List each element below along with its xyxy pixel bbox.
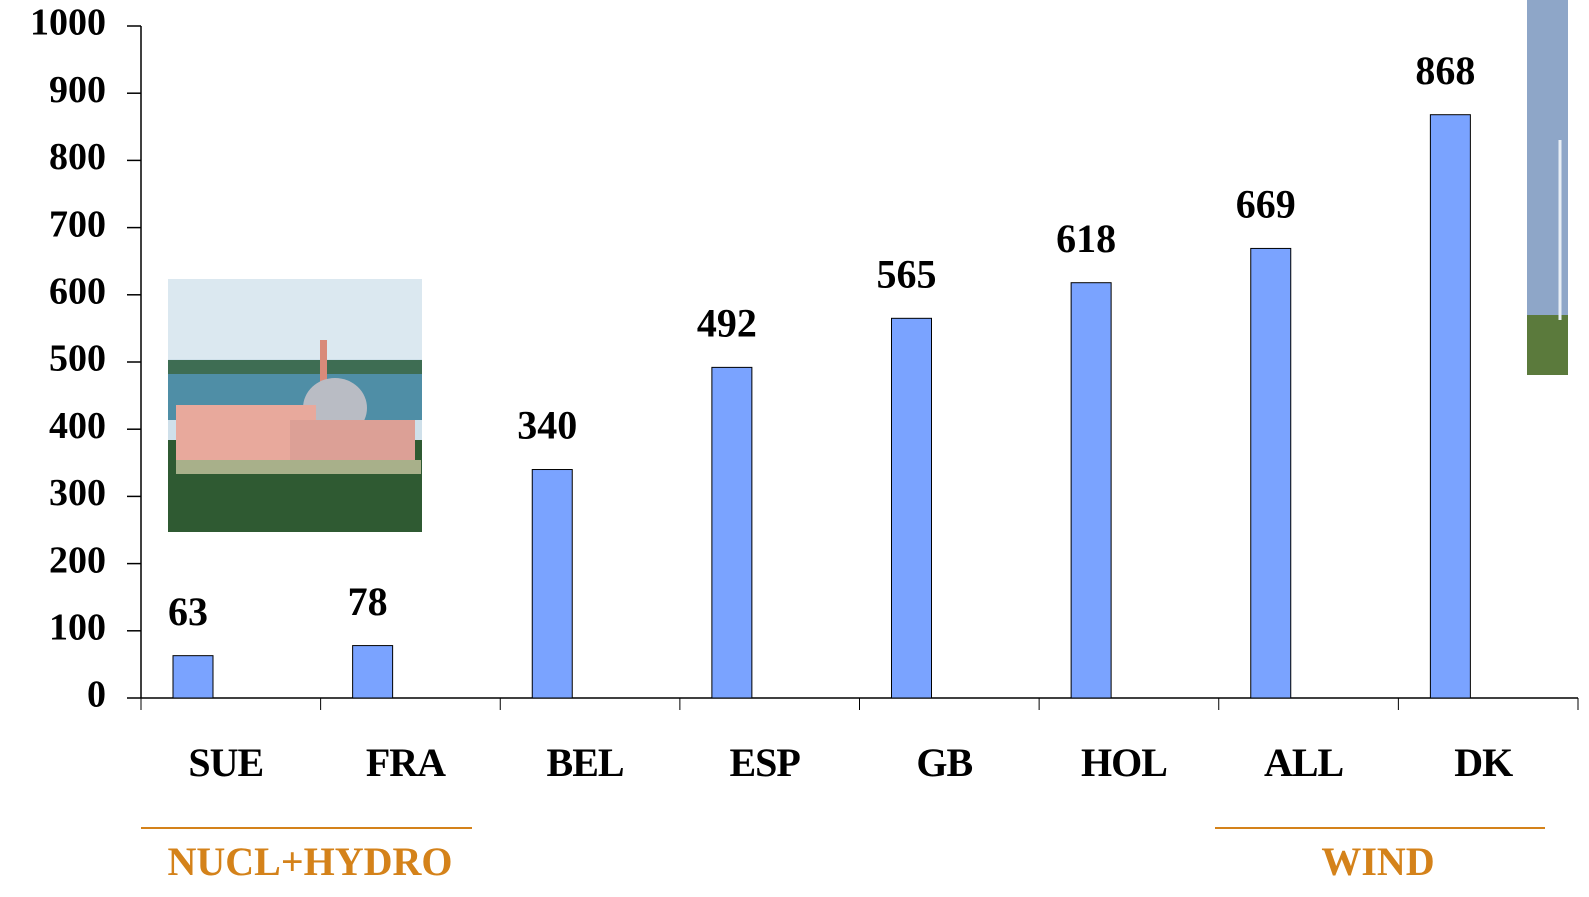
y-tick-label: 1000	[30, 2, 106, 44]
y-tick-label: 800	[49, 136, 106, 178]
value-label: 78	[348, 579, 388, 624]
bar	[1071, 283, 1111, 698]
bar	[173, 656, 213, 698]
y-tick-label: 400	[49, 405, 106, 447]
bar	[353, 646, 393, 698]
value-label: 868	[1415, 48, 1475, 93]
value-label: 669	[1236, 182, 1296, 227]
y-tick-label: 200	[49, 539, 106, 581]
x-tick-label: SUE	[188, 740, 263, 785]
value-label: 340	[517, 403, 577, 448]
x-tick-label: GB	[916, 740, 972, 785]
value-label: 492	[697, 301, 757, 346]
x-tick-label: FRA	[366, 740, 446, 785]
y-tick-label: 700	[49, 203, 106, 245]
y-tick-label: 300	[49, 472, 106, 514]
y-tick-label: 100	[49, 607, 106, 649]
y-tick-label: 500	[49, 338, 106, 380]
x-tick-label: ESP	[730, 740, 801, 785]
x-tick-label: HOL	[1081, 740, 1167, 785]
x-tick-label: ALL	[1264, 740, 1343, 785]
chart: NUCL+HYDRO WIND 0 100 200 300 400 500 600 700 80…	[0, 0, 1589, 897]
bar	[712, 367, 752, 698]
value-label: 618	[1056, 216, 1116, 261]
x-tick-label: BEL	[547, 740, 624, 785]
annotation: WIND	[1321, 839, 1434, 884]
value-label: 565	[877, 251, 937, 296]
x-tick-label: DK	[1454, 740, 1513, 785]
annotation: NUCL+HYDRO	[167, 839, 452, 884]
y-tick-label: 900	[49, 69, 106, 111]
nuclear-plant-photo	[168, 279, 422, 532]
bar	[892, 318, 932, 698]
bar	[1251, 248, 1291, 698]
wind-photo	[1527, 0, 1568, 375]
value-label: 63	[168, 589, 208, 634]
bar	[1430, 115, 1470, 698]
bar	[532, 470, 572, 698]
y-tick-label: 600	[49, 271, 106, 313]
y-tick-label: 0	[87, 674, 106, 716]
